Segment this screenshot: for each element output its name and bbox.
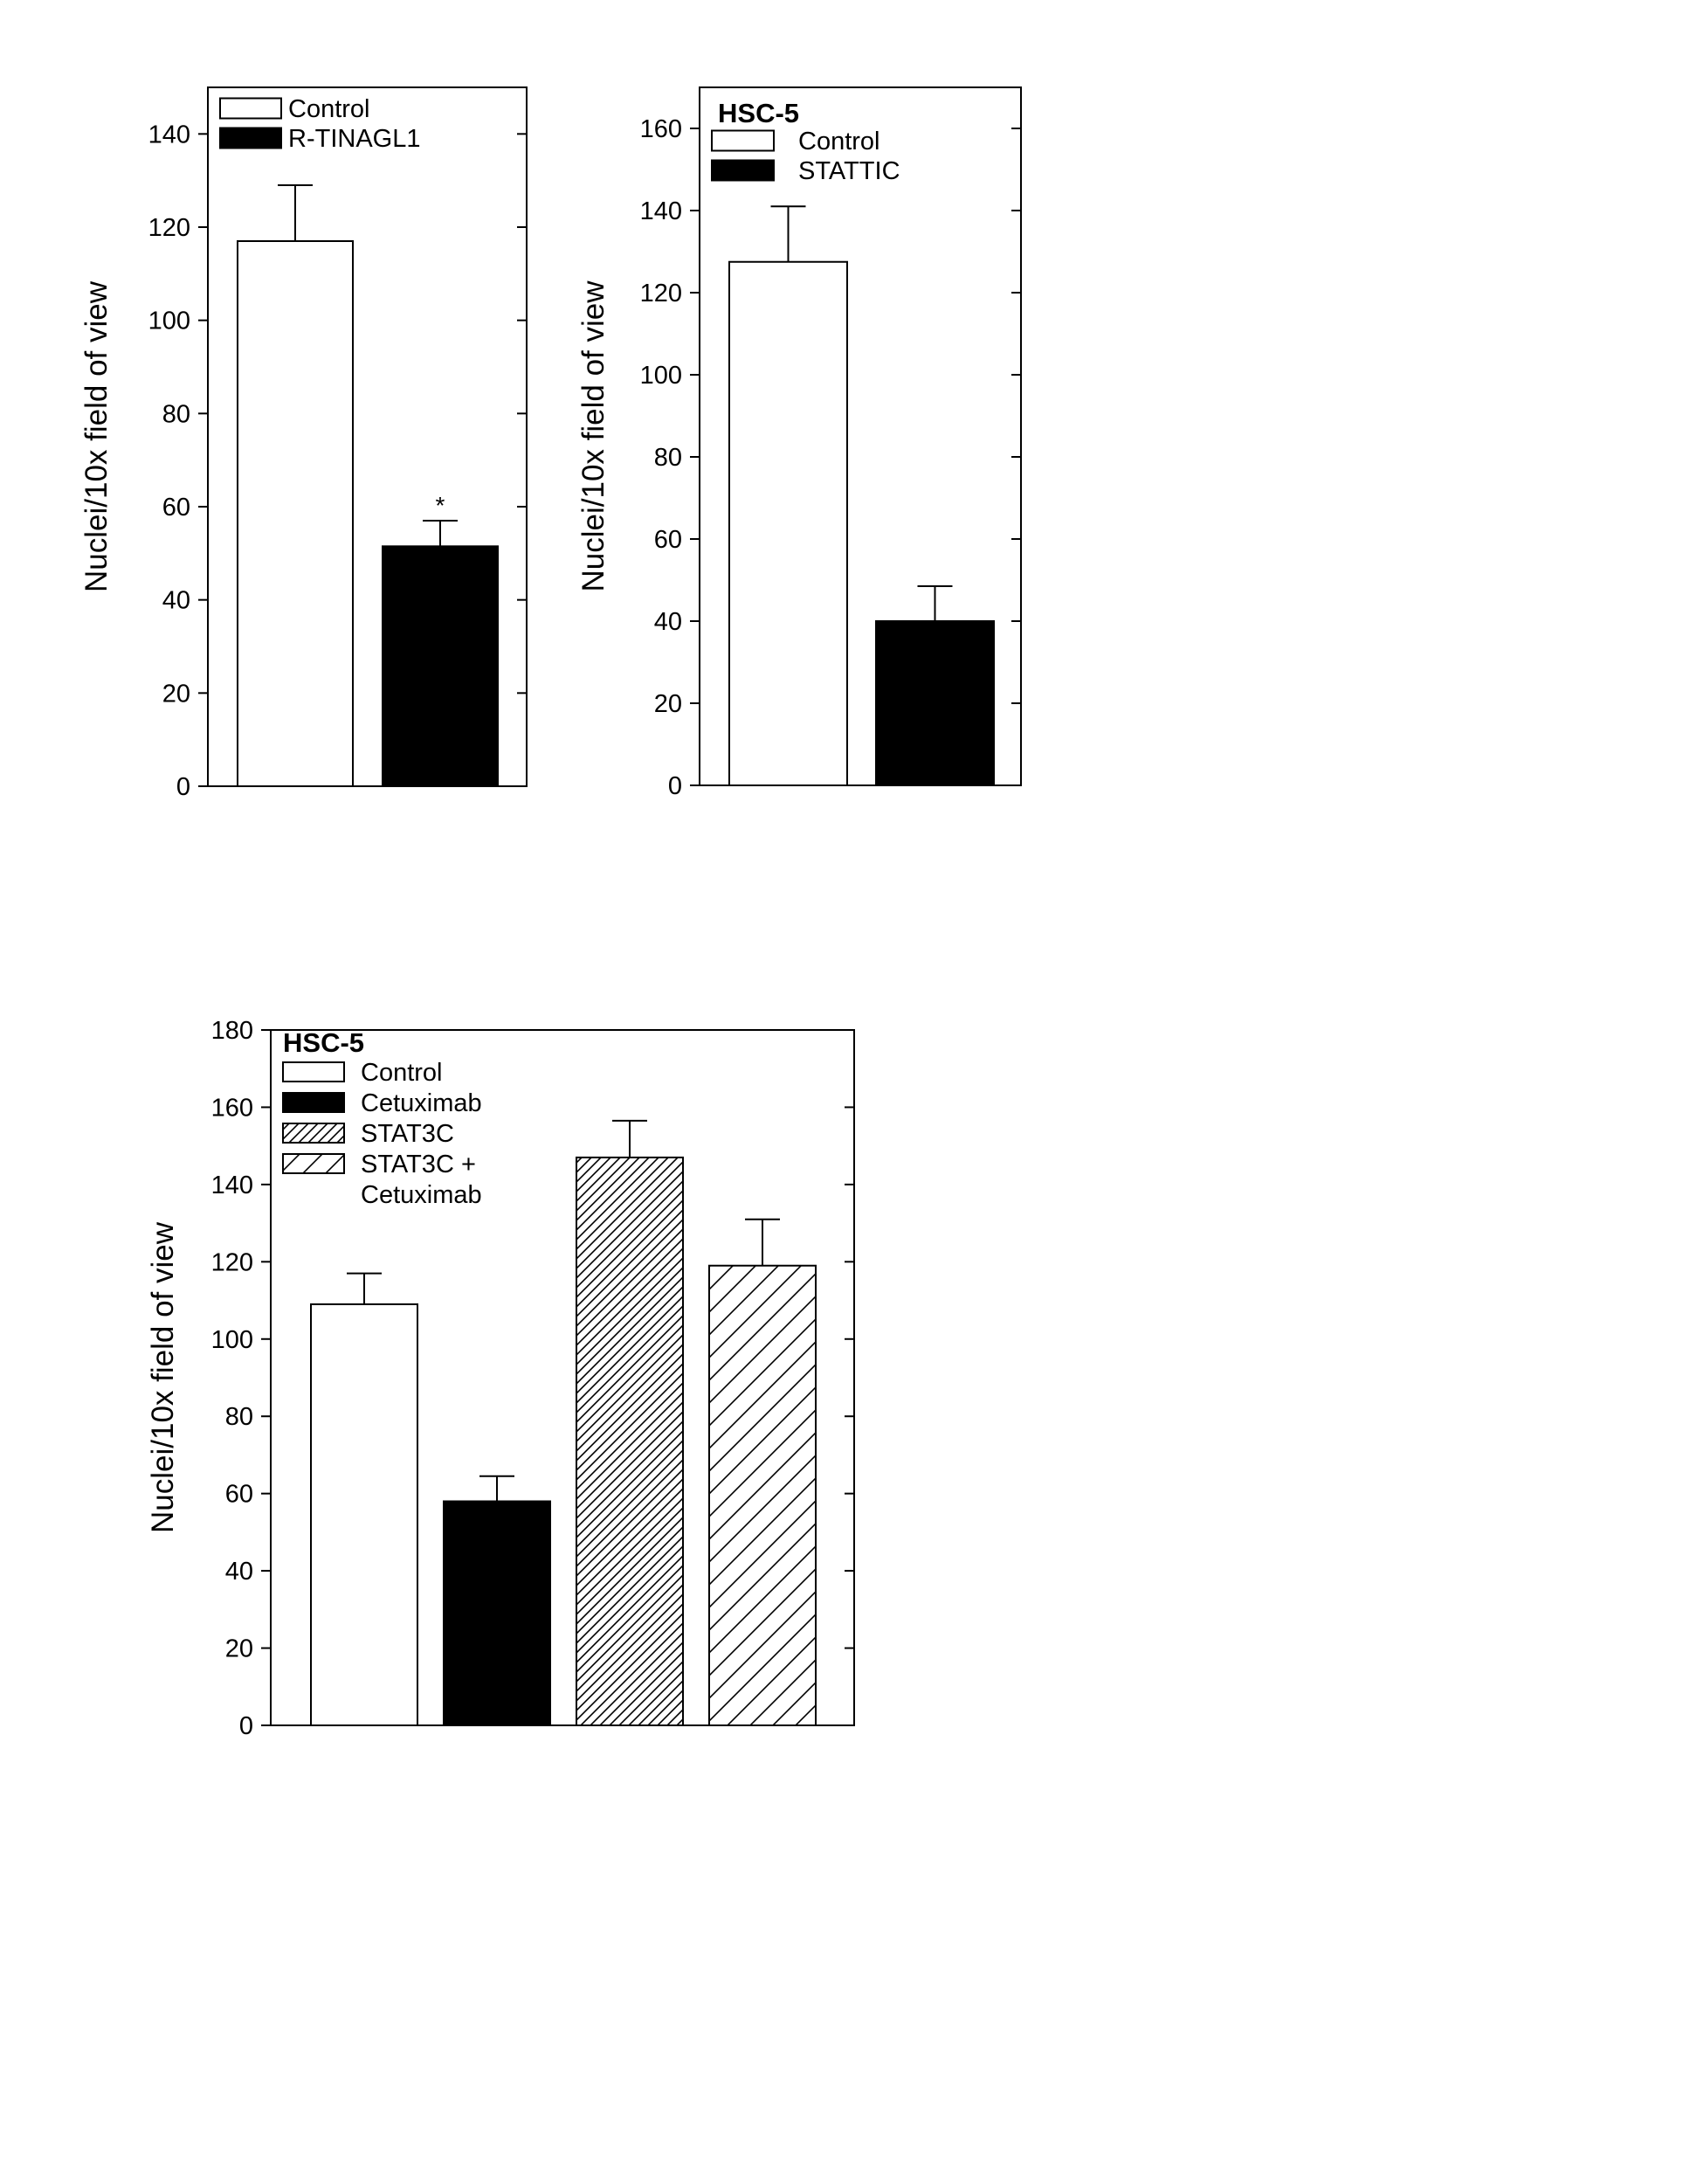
y-tick-label: 0	[239, 1712, 253, 1740]
legend-label-2: R-TINAGL1	[288, 125, 420, 153]
legend-swatch-2	[219, 127, 282, 149]
legend-label-2: STATTIC	[798, 157, 900, 185]
chart-panel-3: 0 20 40 60 80 100 120 140 160 180 Nuclei/10x field…	[146, 1017, 855, 1740]
panel-title: HSC-5	[718, 98, 799, 128]
chart-panel-1: 0 20 40 60 80 100 120 140 Nuclei/10x field of vi…	[79, 86, 528, 801]
y-tick-label: 100	[148, 308, 190, 335]
legend-label-2: Cetuximab	[361, 1089, 482, 1117]
plot-frame	[270, 1029, 855, 1726]
y-axis-label: Nuclei/10x field of view	[79, 280, 114, 592]
bar-2	[443, 1500, 551, 1726]
y-tick-label: 40	[654, 608, 682, 636]
y-tick-label: 40	[225, 1558, 253, 1586]
legend-label-1: Control	[798, 128, 880, 156]
y-tick-label: 100	[640, 362, 682, 390]
y-tick-label: 80	[162, 400, 190, 428]
y-axis-label: Nuclei/10x field of view	[576, 280, 610, 592]
legend-label-1: Control	[361, 1059, 443, 1087]
legend-label-1: Control	[288, 95, 370, 123]
chart-panel-2: 0 20 40 60 80 100 120 140 160 Nuclei/10x field of…	[576, 86, 1022, 800]
y-tick-label: 100	[211, 1326, 253, 1354]
y-tick-label: 0	[176, 773, 190, 801]
y-tick-label: 180	[211, 1017, 253, 1045]
plot-frame	[207, 86, 528, 787]
y-tick-label: 20	[654, 690, 682, 718]
y-tick-label: 20	[225, 1635, 253, 1663]
legend-label-4: STAT3C +	[361, 1151, 476, 1178]
y-tick-label: 140	[148, 121, 190, 149]
y-tick-label: 140	[211, 1171, 253, 1199]
y-tick-label: 80	[225, 1403, 253, 1431]
bar-2	[875, 620, 995, 786]
legend-label-4: Cetuximab	[361, 1181, 482, 1209]
bar-1	[237, 240, 354, 787]
y-tick-label: 160	[211, 1094, 253, 1122]
bar-3	[576, 1156, 684, 1726]
bar-1	[728, 260, 848, 786]
legend-swatch-4	[282, 1153, 345, 1174]
y-tick-label: 120	[211, 1248, 253, 1276]
y-tick-label: 60	[162, 494, 190, 522]
y-tick-label: 60	[225, 1481, 253, 1509]
y-axis-label: Nuclei/10x field of view	[146, 1221, 180, 1533]
legend-swatch-1	[219, 97, 282, 120]
y-tick-label: 160	[640, 115, 682, 143]
legend-swatch-1	[711, 129, 775, 152]
legend-swatch-3	[282, 1123, 345, 1144]
bar-1	[310, 1303, 418, 1726]
y-tick-label: 120	[640, 280, 682, 308]
y-tick-label: 140	[640, 197, 682, 225]
bar-2	[382, 545, 499, 787]
y-tick-label: 60	[654, 526, 682, 554]
significance-mark: *	[436, 492, 445, 519]
legend-swatch-2	[711, 159, 775, 182]
legend-swatch-1	[282, 1061, 345, 1082]
y-tick-label: 80	[654, 444, 682, 472]
y-tick-label: 120	[148, 214, 190, 242]
y-tick-label: 40	[162, 587, 190, 615]
y-tick-label: 0	[668, 772, 682, 800]
bar-4	[708, 1264, 817, 1727]
legend-swatch-2	[282, 1092, 345, 1113]
y-tick-label: 20	[162, 680, 190, 708]
legend-label-3: STAT3C	[361, 1120, 454, 1148]
panel-title: HSC-5	[283, 1027, 364, 1058]
plot-frame	[699, 86, 1022, 786]
